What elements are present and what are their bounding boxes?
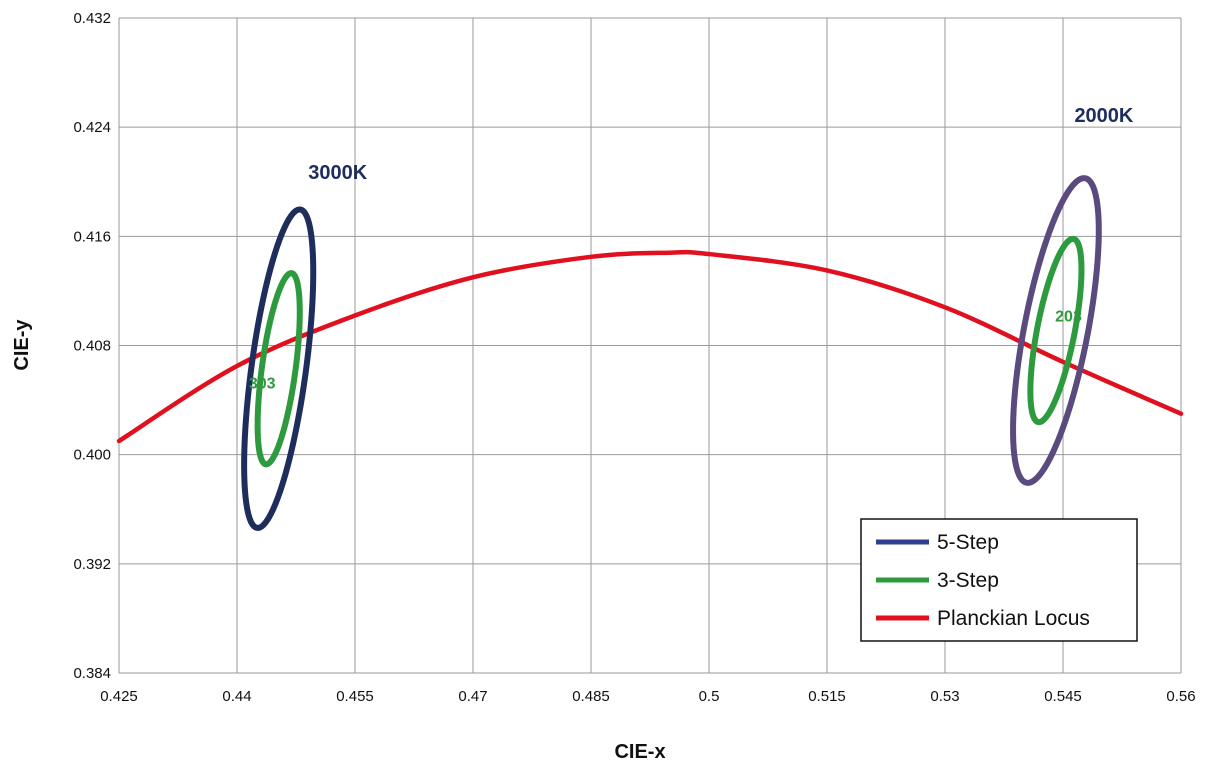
legend: 5-Step 3-Step Planckian Locus: [860, 518, 1138, 642]
legend-label: 5-Step: [937, 531, 999, 554]
annotation-bg: [1063, 94, 1144, 123]
y-axis-title: CIE-y: [11, 319, 33, 371]
annotation-layer: 3000K 2000K 303 203: [249, 94, 1144, 392]
x-tick-label: 0.545: [1044, 688, 1082, 705]
x-tick-label: 0.44: [222, 688, 251, 705]
ellipse-3000k-5-step: [241, 206, 317, 532]
x-tick-label: 0.5: [699, 688, 720, 705]
cct-label: 2000K: [1074, 105, 1133, 127]
x-tick-label: 0.56: [1166, 688, 1195, 705]
legend-label: 3-Step: [937, 569, 999, 592]
ellipse-layer: [241, 175, 1102, 532]
y-tick-label: 0.384: [73, 665, 111, 682]
y-tick-labels: 0.384 0.392 0.400 0.408 0.416 0.424 0.432: [73, 10, 111, 682]
x-tick-label: 0.425: [100, 688, 138, 705]
x-axis-title: CIE-x: [614, 741, 665, 763]
legend-label: Planckian Locus: [937, 607, 1090, 630]
y-tick-label: 0.408: [73, 338, 111, 355]
series-layer: [116, 249, 1184, 444]
y-tick-label: 0.400: [73, 447, 111, 464]
y-tick-label: 0.432: [73, 10, 111, 27]
gridlines: [118, 17, 1182, 674]
cct-label: 3000K: [308, 162, 367, 184]
ellipse-center-label: 303: [249, 375, 276, 392]
x-tick-label: 0.53: [930, 688, 959, 705]
x-tick-label: 0.515: [808, 688, 846, 705]
x-tick-label: 0.485: [572, 688, 610, 705]
ellipse-2000k-3-step: [1027, 235, 1085, 426]
x-tick-label: 0.455: [336, 688, 374, 705]
x-tick-labels: 0.425 0.44 0.455 0.47 0.485 0.5 0.515 0.53 0.545…: [100, 688, 1195, 705]
ellipse-2000k-5-step: [1010, 175, 1102, 486]
ellipse-center-label: 203: [1055, 308, 1082, 325]
y-tick-label: 0.392: [73, 556, 111, 573]
planckian-locus-line: [116, 249, 1184, 444]
x-tick-label: 0.47: [458, 688, 487, 705]
ellipse-3000k-3-step: [254, 270, 303, 468]
y-tick-label: 0.416: [73, 228, 111, 245]
y-tick-label: 0.424: [73, 119, 111, 136]
